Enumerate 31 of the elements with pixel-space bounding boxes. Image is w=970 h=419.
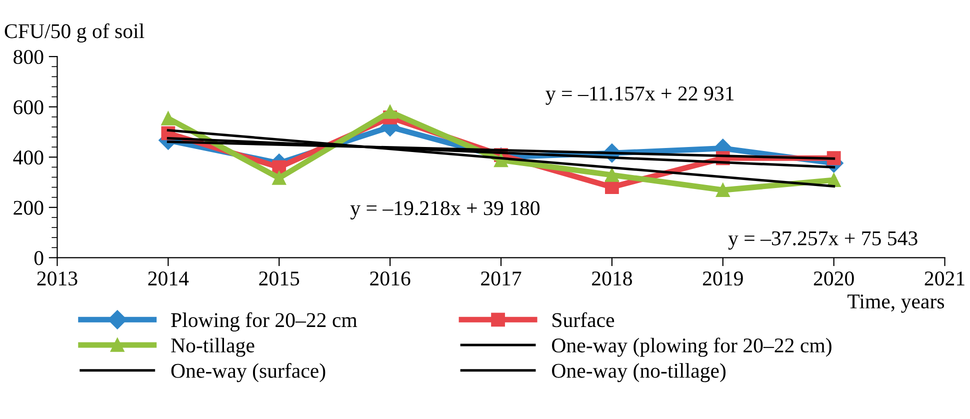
y-axis-title: CFU/50 g of soil <box>4 23 144 42</box>
legend-label: One-way (surface) <box>171 363 326 382</box>
x-tick-label: 2014 <box>148 271 189 286</box>
annotation: y = –37.257x + 75 543 <box>728 231 918 250</box>
point <box>716 183 730 198</box>
point <box>383 104 398 119</box>
y-tick-label: 800 <box>14 50 44 64</box>
x-tick-label: 2019 <box>702 271 743 286</box>
point <box>605 168 619 182</box>
x-axis-title: Time, years <box>848 294 944 313</box>
x-tick-label: 2021 <box>924 271 964 286</box>
annotation: y = –19.218x + 39 180 <box>350 201 540 220</box>
x-tick-label: 2017 <box>481 271 522 286</box>
y-tick-label: 600 <box>14 100 44 114</box>
y-tick-label: 200 <box>14 200 44 215</box>
point <box>272 171 286 185</box>
x-tick-label: 2018 <box>592 271 632 286</box>
point <box>161 111 176 126</box>
legend-label: No-tillage <box>171 338 254 357</box>
legend-label: Plowing for 20–22 cm <box>171 312 358 332</box>
legend-label: Surface <box>552 312 614 328</box>
x-tick-label: 2020 <box>814 271 854 286</box>
legend-label: One-way (plowing for 20–22 cm) <box>552 338 832 357</box>
annotation: y = –11.157x + 22 931 <box>546 86 734 105</box>
y-tick-label: 0 <box>34 251 44 266</box>
x-tick-label: 2013 <box>37 271 78 286</box>
point <box>272 160 286 174</box>
legend-label: One-way (no-tillage) <box>552 363 726 382</box>
y-tick-label: 400 <box>13 150 44 165</box>
x-tick-label: 2015 <box>259 271 300 286</box>
x-tick-label: 2016 <box>370 271 410 286</box>
